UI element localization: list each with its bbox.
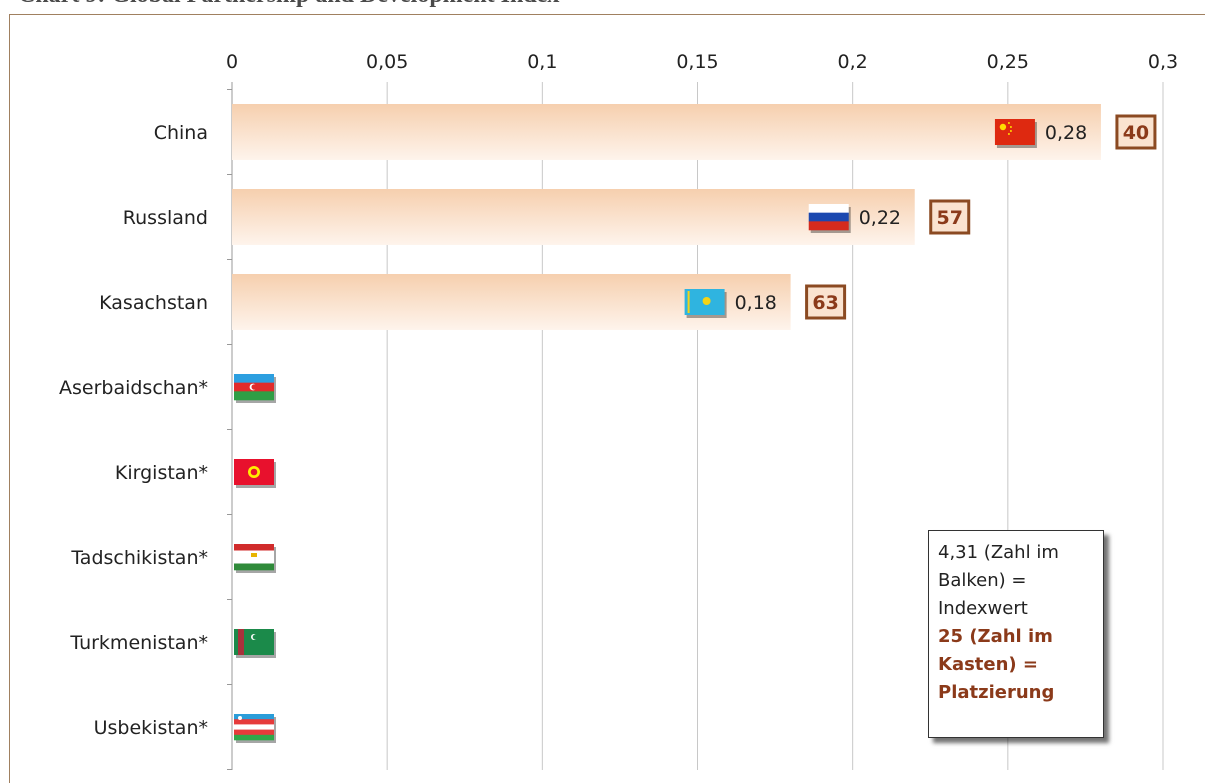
category-label: China bbox=[154, 122, 208, 144]
legend-box: 4,31 (Zahl im Balken) = Indexwert 25 (Za… bbox=[928, 530, 1104, 738]
x-tick-label: 0,05 bbox=[366, 51, 408, 73]
tajikistan-flag bbox=[234, 544, 276, 573]
category-label: Usbekistan* bbox=[94, 717, 208, 739]
x-tick-label: 0,25 bbox=[987, 51, 1029, 73]
rank-box bbox=[1115, 114, 1157, 150]
value-label: 0,28 bbox=[1045, 122, 1087, 144]
rank-box bbox=[805, 284, 847, 320]
category-label: Kirgistan* bbox=[115, 462, 208, 484]
chart-frame bbox=[9, 14, 1205, 783]
x-tick-label: 0 bbox=[226, 51, 238, 73]
category-label: Russland bbox=[123, 207, 208, 229]
category-label: Aserbaidschan* bbox=[59, 377, 208, 399]
category-label: Kasachstan bbox=[99, 292, 208, 314]
x-tick-label: 0,15 bbox=[676, 51, 718, 73]
rank-label: 40 bbox=[1123, 122, 1149, 144]
x-tick-label: 0,2 bbox=[838, 51, 868, 73]
value-label: 0,22 bbox=[859, 207, 901, 229]
legend-rank-note: 25 (Zahl im Kasten) = Platzierung bbox=[938, 626, 1055, 703]
kyrgyzstan-flag bbox=[234, 459, 276, 488]
rank-label: 63 bbox=[812, 292, 838, 314]
category-label: Turkmenistan* bbox=[69, 632, 208, 654]
chart-title: Chart 9: Global Partnership and Developm… bbox=[18, 0, 559, 9]
bar bbox=[232, 104, 1101, 160]
china-flag bbox=[994, 119, 1037, 148]
turkmenistan-flag bbox=[234, 629, 276, 658]
uzbekistan-flag bbox=[234, 714, 276, 743]
category-label: Tadschikistan* bbox=[70, 547, 208, 569]
russia-flag bbox=[808, 204, 851, 233]
legend-index-note: 4,31 (Zahl im Balken) = Indexwert bbox=[938, 542, 1059, 619]
bar bbox=[232, 189, 915, 245]
rank-box bbox=[929, 199, 971, 235]
azerbaijan-flag bbox=[234, 374, 276, 403]
x-tick-label: 0,1 bbox=[527, 51, 557, 73]
rank-label: 57 bbox=[937, 207, 963, 229]
x-tick-label: 0,3 bbox=[1148, 51, 1178, 73]
kazakhstan-flag bbox=[684, 289, 727, 318]
value-label: 0,18 bbox=[735, 292, 777, 314]
